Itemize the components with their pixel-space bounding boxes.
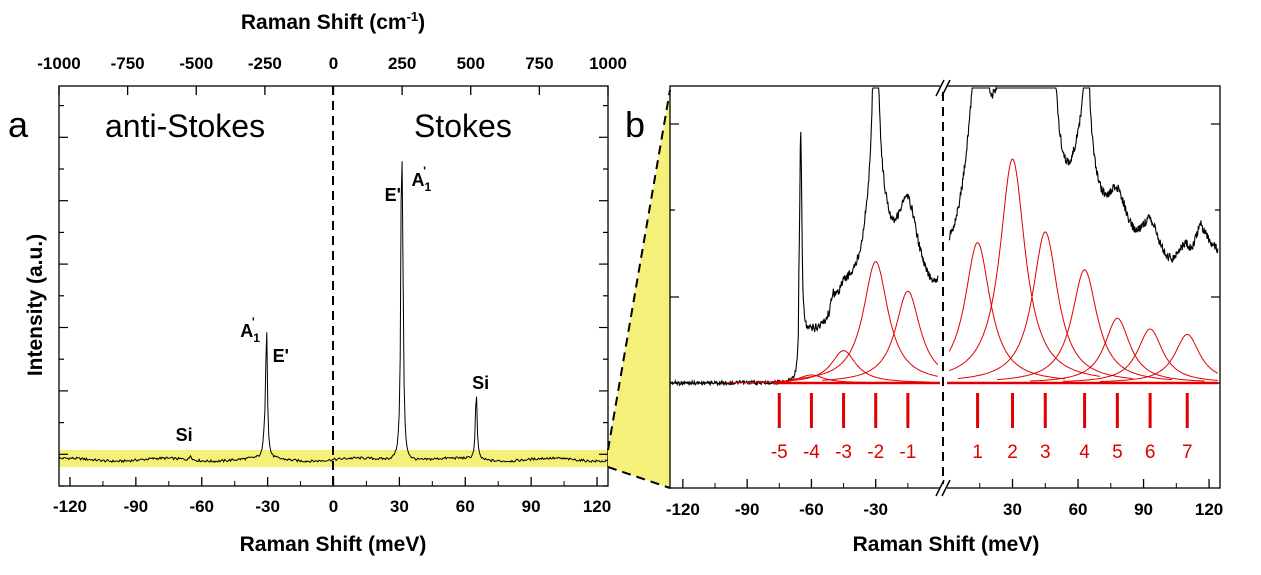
panel-b-x-ticks: -120 -90 -60 -30 30 60 90 120 xyxy=(666,479,1223,519)
a-peak-annotation-main: A xyxy=(411,170,424,190)
b-x-tick-label: -120 xyxy=(666,500,700,519)
b-peak-marker-label: -3 xyxy=(835,442,852,463)
zoom-connector-fill xyxy=(608,90,670,488)
a-x-tick-label: 90 xyxy=(522,497,541,516)
b-x-tick-label: 60 xyxy=(1069,500,1088,519)
b-fit-curve xyxy=(1029,317,1205,382)
panel-a-y-axis-title: Intensity (a.u.) xyxy=(24,234,47,376)
panel-b: -120 -90 -60 -30 30 60 90 120 -5 -4 -3 -2 -1 1 2 3 4 5 6 7… xyxy=(625,79,1223,556)
b-fit-curve xyxy=(957,231,1133,379)
panel-b-peak-markers: -5 -4 -3 -2 -1 1 2 3 4 5 6 7 xyxy=(771,393,1193,463)
b-fit-curve xyxy=(1099,333,1219,383)
b-x-tick-label: -30 xyxy=(863,500,888,519)
a-x-tick-label: -30 xyxy=(255,497,280,516)
b-peak-marker-label: 3 xyxy=(1040,442,1051,463)
a-top-tick-label: 0 xyxy=(329,54,338,73)
a-x-tick-label: 60 xyxy=(456,497,475,516)
a-peak-annotation-prime: ' xyxy=(423,164,426,178)
b-peak-marker-label: -2 xyxy=(867,442,884,463)
b-peak-marker-label: 2 xyxy=(1007,442,1018,463)
a-peak-annotation: A1 ' xyxy=(240,315,260,345)
b-x-tick-label: 30 xyxy=(1003,500,1022,519)
b-fit-curve xyxy=(1062,328,1218,382)
b-fit-curve xyxy=(949,158,1100,377)
b-fit-curve xyxy=(948,242,1065,380)
b-peak-marker-label: -1 xyxy=(899,442,916,463)
a-peak-annotation: E' xyxy=(273,346,289,366)
a-peak-annotation-main: A xyxy=(240,321,253,341)
panel-a-letter: a xyxy=(8,104,29,145)
a-peak-annotation: A1 ' xyxy=(411,164,431,194)
zoom-connector xyxy=(607,89,671,489)
a-peak-annotation-main: E' xyxy=(273,346,289,366)
a-peak-annotation-main: Si xyxy=(472,373,489,393)
panel-a-y-ticks xyxy=(59,104,608,487)
a-peak-annotation-prime: ' xyxy=(252,315,255,329)
a-peak-annotation-sub: 1 xyxy=(424,180,431,194)
a-x-tick-label: 30 xyxy=(390,497,409,516)
b-x-tick-label: 120 xyxy=(1195,500,1223,519)
a-top-tick-label: 750 xyxy=(525,54,553,73)
anti-stokes-label: anti-Stokes xyxy=(105,108,265,144)
a-peak-annotation-main: Si xyxy=(176,425,193,445)
a-top-tick-label: -250 xyxy=(248,54,282,73)
panel-a: -120 -90 -60 -30 0 30 60 90 120 -1000 -750 -500 -25… xyxy=(8,9,627,556)
b-fit-curve xyxy=(822,290,939,381)
a-top-tick-label: 250 xyxy=(388,54,416,73)
b-peak-marker-label: 5 xyxy=(1112,442,1123,463)
a-x-tick-label: -120 xyxy=(53,497,87,516)
b-peak-marker-label: -5 xyxy=(771,442,788,463)
panel-a-highlight-band xyxy=(59,450,608,467)
b-peak-marker-label: 4 xyxy=(1079,442,1090,463)
a-peak-annotation-sub: 1 xyxy=(253,331,260,345)
panel-b-letter: b xyxy=(625,104,645,145)
zoom-connector-upper-line xyxy=(607,89,671,451)
b-fit-curve xyxy=(789,261,938,380)
b-x-tick-label: -60 xyxy=(799,500,824,519)
panel-b-x-axis-title: Raman Shift (meV) xyxy=(853,533,1040,556)
b-peak-marker-label: 1 xyxy=(972,442,983,463)
a-top-tick-label: -1000 xyxy=(37,54,80,73)
b-peak-marker-label: -4 xyxy=(803,442,820,463)
a-x-tick-label: -90 xyxy=(124,497,149,516)
a-x-tick-label: 120 xyxy=(583,497,611,516)
b-peak-marker-label: 6 xyxy=(1145,442,1156,463)
panel-a-top-axis-title: Raman Shift (cm-1) xyxy=(241,9,425,34)
axis-break-mark-bottom xyxy=(935,479,951,497)
a-top-tick-label: 1000 xyxy=(589,54,627,73)
panel-a-spectrum-line xyxy=(58,161,609,464)
panel-a-top-ticks: -1000 -750 -500 -250 0 250 500 750 1000 xyxy=(37,54,627,95)
b-peak-marker-label: 7 xyxy=(1182,442,1193,463)
a-top-tick-label: 500 xyxy=(457,54,485,73)
a-top-tick-label: -500 xyxy=(179,54,213,73)
a-top-tick-label: -750 xyxy=(111,54,145,73)
b-fit-curve xyxy=(997,268,1173,381)
a-x-tick-label: 0 xyxy=(329,497,338,516)
stokes-label: Stokes xyxy=(414,108,512,144)
axis-break-mark-top xyxy=(935,79,951,97)
a-peak-annotation: Si xyxy=(472,373,489,393)
b-x-tick-label: 90 xyxy=(1134,500,1153,519)
a-x-tick-label: -60 xyxy=(189,497,214,516)
a-peak-annotation-main: E' xyxy=(385,185,401,205)
panel-a-x-ticks: -120 -90 -60 -30 0 30 60 90 120 xyxy=(53,477,611,516)
a-peak-annotation: E' xyxy=(385,185,401,205)
a-peak-annotation: Si xyxy=(176,425,193,445)
panel-b-spectrum-antistokes xyxy=(669,87,939,387)
b-x-tick-label: -90 xyxy=(735,500,760,519)
b-fit-curve xyxy=(757,350,930,383)
panel-a-x-axis-title: Raman Shift (meV) xyxy=(240,533,427,556)
zoom-connector-lower-line xyxy=(607,466,671,489)
panel-b-spectrum-stokes xyxy=(948,85,1219,264)
